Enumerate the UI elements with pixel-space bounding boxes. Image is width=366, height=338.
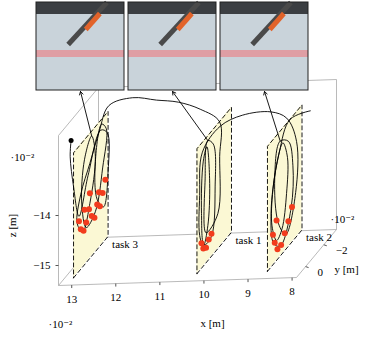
svg-text:·10⁻²: ·10⁻² [331,213,355,225]
svg-text:12: 12 [110,291,121,303]
svg-text:·10⁻²: ·10⁻² [49,318,73,330]
svg-text:0: 0 [318,266,324,278]
svg-text:8: 8 [289,285,295,297]
svg-text:y [m]: y [m] [334,263,358,275]
svg-text:task 1: task 1 [235,234,261,246]
svg-text:·10⁻²: ·10⁻² [11,151,35,163]
svg-text:9: 9 [245,287,251,299]
svg-text:−14: −14 [33,209,51,221]
svg-text:13: 13 [66,293,78,305]
svg-text:11: 11 [155,290,166,302]
svg-text:−15: −15 [33,259,51,271]
svg-text:10: 10 [198,288,210,300]
svg-text:task 2: task 2 [306,231,332,243]
svg-text:z [m]: z [m] [6,214,18,238]
svg-text:−2: −2 [336,244,348,256]
svg-text:task 3: task 3 [112,238,138,250]
svg-text:x [m]: x [m] [200,317,224,329]
